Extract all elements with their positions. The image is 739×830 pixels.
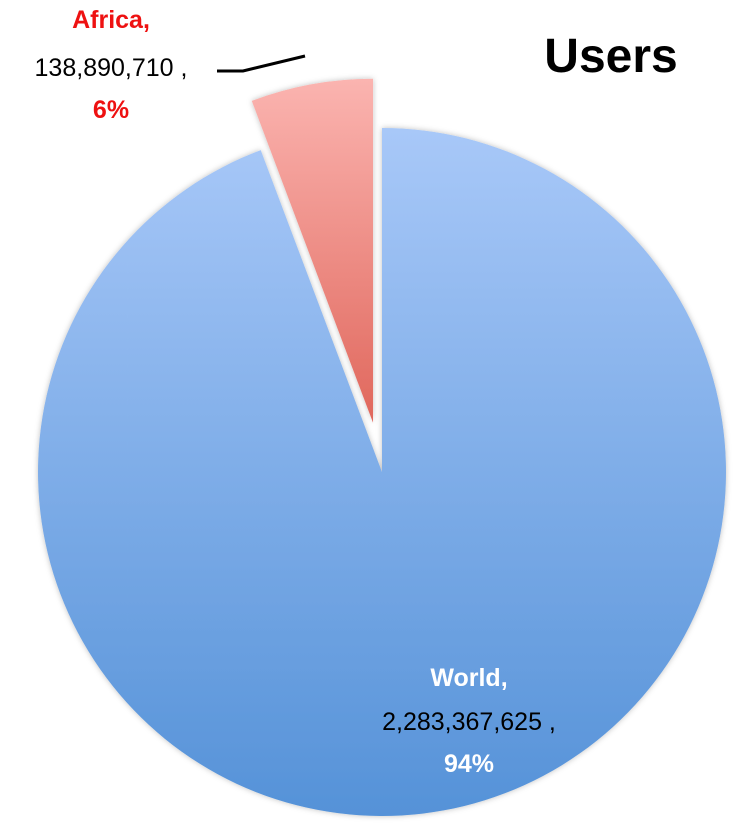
africa-value-label: 138,890,710 , — [35, 54, 188, 82]
africa-percent-label: 6% — [93, 96, 129, 124]
africa-leader-line — [217, 54, 306, 73]
africa-name-label: Africa, — [72, 6, 150, 34]
world-value-label: 2,283,367,625 , — [382, 708, 556, 736]
pie-slices — [37, 78, 726, 816]
world-label: World, 2,283,367,625 , 94% — [382, 664, 556, 778]
world-percent-label: 94% — [444, 750, 494, 778]
pie-slice-africa — [251, 78, 374, 423]
chart-title: Users — [544, 30, 677, 83]
world-name-label: World, — [430, 664, 507, 692]
africa-label: Africa, 138,890,710 , 6% — [35, 6, 188, 124]
pie-slice-world — [37, 128, 726, 816]
